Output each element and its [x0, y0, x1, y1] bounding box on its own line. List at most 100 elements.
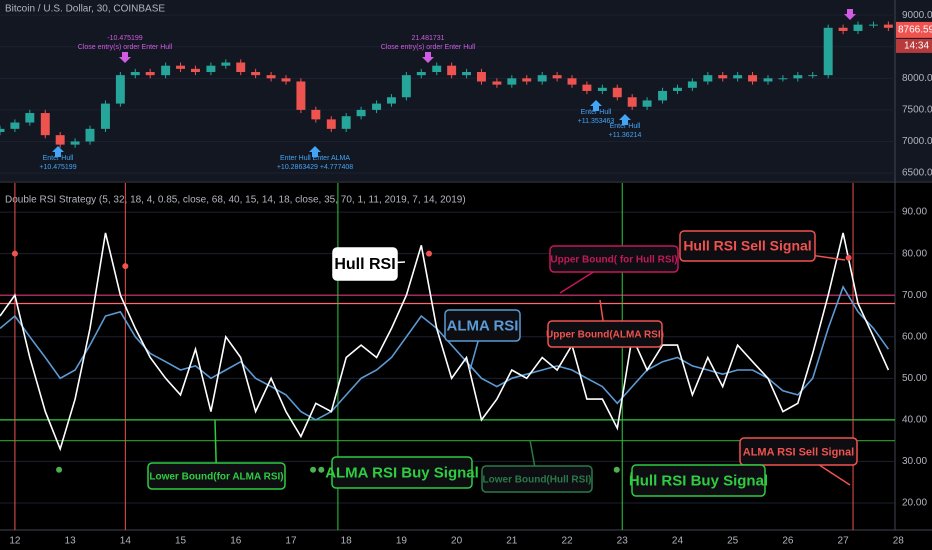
- candle-body: [733, 75, 743, 79]
- x-tick-label: 18: [341, 536, 353, 547]
- trade-arrow: [309, 146, 321, 157]
- candle-body: [748, 75, 758, 82]
- candle-body: [492, 81, 502, 85]
- y-tick-label: 60.00: [902, 331, 927, 342]
- candle-body: [296, 81, 306, 110]
- callout-text: Upper Bound(ALMA RSI): [546, 330, 664, 341]
- candle-body: [70, 141, 80, 145]
- candle-body: [808, 75, 818, 77]
- rsi-line: [0, 285, 890, 421]
- signal-dot: [613, 466, 620, 473]
- candle-body: [823, 27, 833, 76]
- candle-body: [206, 65, 216, 72]
- candle-body: [266, 75, 276, 79]
- y-tick-label: 7500.00: [902, 105, 932, 116]
- candle-body: [522, 78, 532, 82]
- x-tick-label: 15: [175, 536, 187, 547]
- candle-body: [793, 75, 803, 79]
- trade-label: Enter Hull: [581, 109, 612, 116]
- trade-label: Close entry(s) order Enter Hull: [78, 44, 173, 51]
- x-tick-label: 27: [838, 536, 850, 547]
- signal-dot: [845, 254, 852, 261]
- candle-body: [176, 65, 186, 69]
- callout-box: [739, 437, 858, 466]
- candle-body: [372, 103, 382, 110]
- trade-label: Enter Hull Enter ALMA: [280, 155, 350, 162]
- callout-text: ALMA RSI: [447, 317, 519, 334]
- candle-body: [582, 84, 592, 91]
- candle-body: [25, 113, 35, 123]
- trade-label: +11.353463: [578, 118, 615, 125]
- last-price-box: [896, 21, 932, 38]
- trade-label: Close entry(s) order Enter Hull: [381, 44, 476, 51]
- candle-body: [326, 119, 336, 129]
- candle-body: [251, 72, 261, 76]
- candle-body: [838, 27, 848, 31]
- trade-label: 21.481731: [411, 35, 444, 42]
- signal-dot: [310, 466, 317, 473]
- y-tick-label: 9000.00: [902, 10, 932, 21]
- x-tick-label: 13: [65, 536, 77, 547]
- callout-box: [147, 462, 286, 490]
- candle-body: [416, 72, 426, 76]
- rsi-title: Double RSI Strategy (5, 32, 18, 4, 0.85,…: [5, 195, 466, 206]
- y-tick-label: 8000.00: [902, 73, 932, 84]
- trade-label: +10.475199: [39, 164, 76, 171]
- trade-arrow: [52, 146, 64, 157]
- trade-arrow: [844, 9, 856, 20]
- countdown-label: 14:34: [904, 41, 929, 52]
- candle-body: [356, 109, 366, 117]
- x-tick-label: 12: [9, 536, 21, 547]
- y-tick-label: 90.00: [902, 207, 927, 218]
- candle-body: [597, 87, 607, 91]
- callout-text: ALMA RSI Sell Signal: [743, 446, 854, 458]
- x-tick-label: 26: [782, 536, 794, 547]
- candle-body: [476, 72, 486, 82]
- candle-body: [311, 109, 321, 120]
- trade-arrow: [619, 114, 631, 125]
- candle-body: [627, 97, 637, 107]
- callout-text: Lower Bound(for ALMA RSI): [149, 472, 283, 483]
- candle-body: [236, 62, 246, 72]
- y-tick-label: 7000.00: [902, 136, 932, 147]
- callout-box: [444, 309, 521, 342]
- candle-body: [672, 87, 682, 91]
- trade-label: +11.36214: [609, 132, 642, 139]
- candle-body: [281, 78, 291, 82]
- callout-text: Hull RSI: [334, 256, 395, 273]
- callout-box: [481, 465, 593, 493]
- candle-body: [552, 75, 562, 79]
- trade-arrow: [119, 52, 131, 63]
- x-tick-label: 16: [230, 536, 242, 547]
- candle-body: [40, 113, 50, 136]
- signal-dot: [426, 250, 433, 257]
- y-tick-label: 70.00: [902, 290, 927, 301]
- y-tick-label: 40.00: [902, 415, 927, 426]
- callout-text: Hull RSI Sell Signal: [683, 238, 811, 254]
- signal-dot: [122, 263, 129, 270]
- candle-body: [341, 116, 351, 129]
- callout-box: [631, 464, 766, 497]
- candle-body: [718, 75, 728, 79]
- candle-body: [161, 65, 171, 76]
- trade-arrow: [422, 52, 434, 63]
- x-tick-label: 23: [617, 536, 629, 547]
- candle-body: [763, 78, 773, 82]
- y-tick-label: 80.00: [902, 248, 927, 259]
- callout-box: [331, 456, 473, 489]
- candle-body: [10, 122, 20, 129]
- callout-text: Upper Bound( for Hull RSI): [550, 255, 677, 266]
- y-tick-label: 20.00: [902, 498, 927, 509]
- candle-body: [853, 24, 863, 31]
- y-tick-label: 50.00: [902, 373, 927, 384]
- y-tick-label: 6500.00: [902, 168, 932, 179]
- callout-box: [547, 320, 663, 348]
- callout-box: [679, 230, 816, 262]
- trade-arrow: [590, 100, 602, 111]
- last-price-label: 8766.59: [898, 25, 932, 36]
- x-tick-label: 21: [506, 536, 518, 547]
- x-tick-label: 28: [893, 536, 905, 547]
- trade-label: Enter Hull: [43, 155, 74, 162]
- candle-body: [567, 78, 577, 85]
